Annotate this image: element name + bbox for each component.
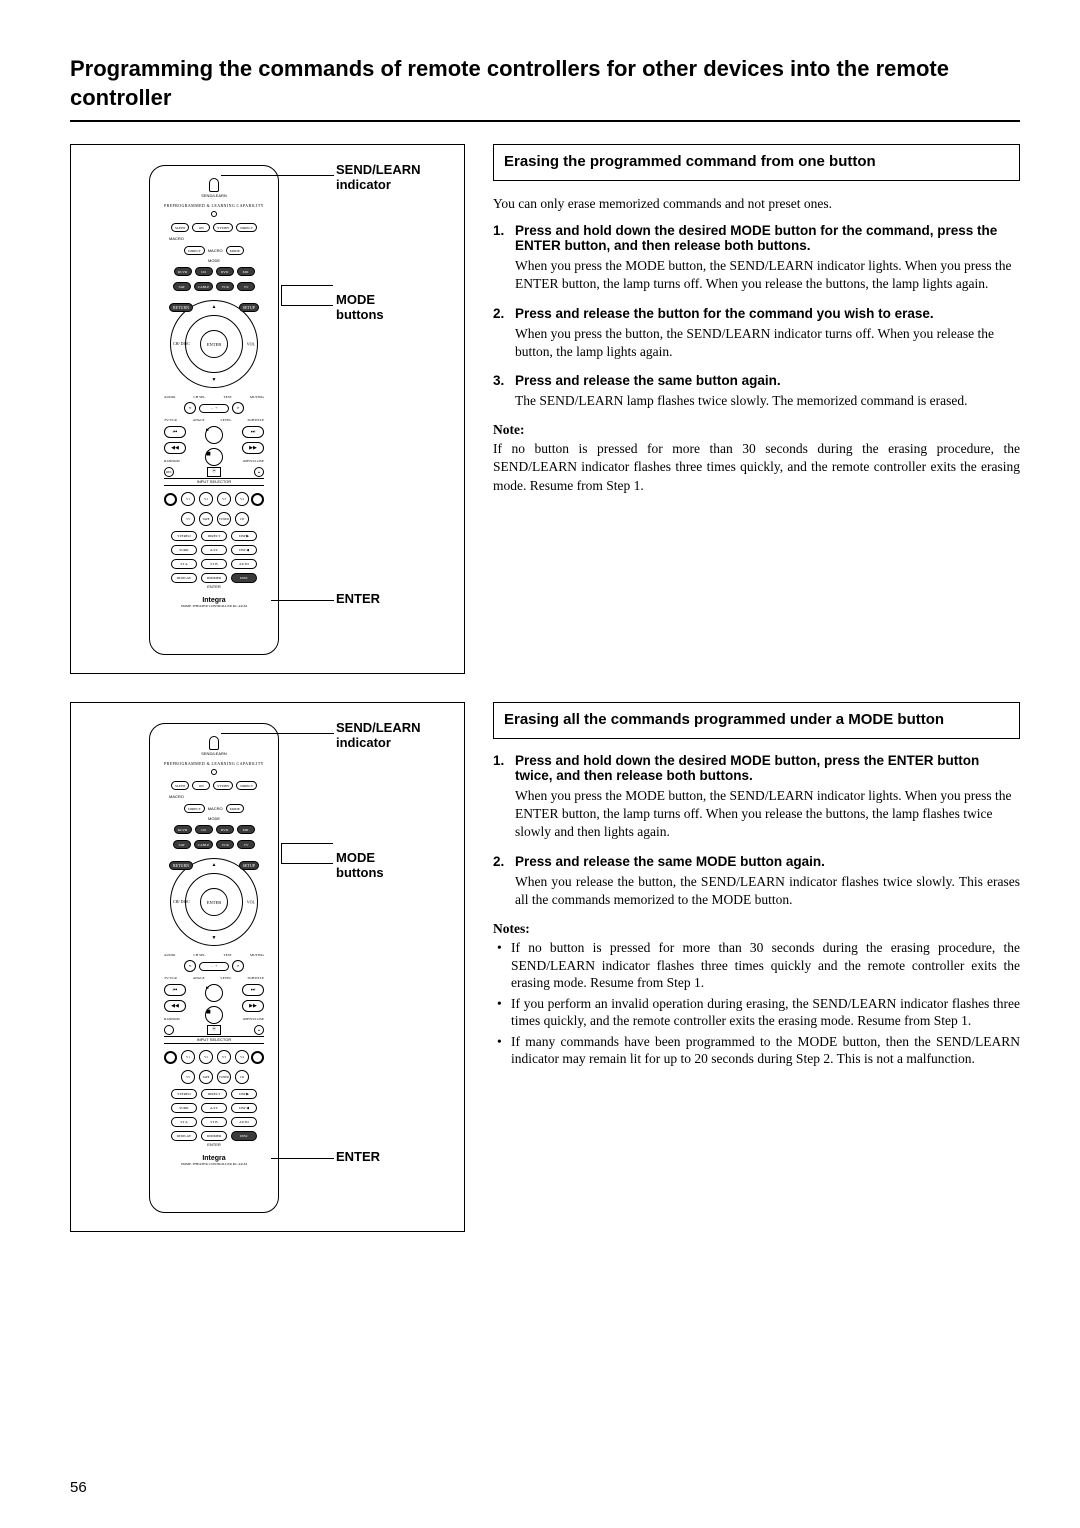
sel-dvd <box>164 493 177 506</box>
section-2: Erasing all the commands programmed unde… <box>493 702 1020 1232</box>
s2-step1-head: Press and hold down the desired MODE but… <box>515 753 1020 783</box>
arc-label: PREPROGRAMMED & LEARNING CAPABILITY <box>164 203 264 208</box>
led-icon <box>209 178 219 192</box>
return-btn: RETURN <box>169 303 193 312</box>
note-body: If no button is pressed for more than 30… <box>493 440 1020 495</box>
brand: Integra <box>202 597 225 604</box>
ch-disc-label: CH/ DISC <box>173 342 190 346</box>
mode-sat: SAT <box>173 282 191 291</box>
remote-outline-2: SEND/LEARN PREPROGRAMMED & LEARNING CAPA… <box>149 723 279 1213</box>
play-btn: ▶ <box>205 426 223 444</box>
direct-btn: DIRECT <box>236 223 257 232</box>
callout-send-learn-2: SEND/LEARN indicator <box>336 721 421 751</box>
diagram-box-2: SEND/LEARN PREPROGRAMMED & LEARNING CAPA… <box>70 702 465 1232</box>
macro-mode: MODE <box>226 246 244 255</box>
mode-cable: CABLE <box>194 282 213 291</box>
nav-ring: RETURN SETUP ENTER CH/ DISC VOL ▲ ▼ <box>170 300 258 388</box>
send-learn-label: SEND/LEARN <box>201 194 227 198</box>
s1-step2-head: Press and release the button for the com… <box>515 306 934 321</box>
section2-header: Erasing all the commands programmed unde… <box>493 702 1020 739</box>
mode-vcr: VCR <box>216 282 234 291</box>
rew-btn: ◀◀ <box>164 442 186 454</box>
s1-step3-body: The SEND/LEARN lamp flashes twice slowly… <box>515 392 1020 410</box>
enter-btn: ENTER <box>200 330 228 358</box>
bullet-1: If no button is pressed for more than 30… <box>511 939 1020 992</box>
callout-mode: MODE buttons <box>336 293 384 323</box>
mode-md: MD <box>237 267 255 276</box>
mode-dvd: DVD <box>216 267 234 276</box>
ff-btn: ▶▶ <box>242 442 264 454</box>
page-number: 56 <box>70 1479 87 1496</box>
s2-step1-body: When you press the MODE button, the SEND… <box>515 787 1020 842</box>
number-pad: STEREO DIRECT DSP ▶ SURR A.ST. DSP ◀ ST … <box>171 531 257 583</box>
stdby-btn: ST'DBY <box>213 223 233 232</box>
stop-btn: ■ <box>205 448 223 466</box>
s1-step2-body: When you press the button, the SEND/LEAR… <box>515 325 1020 361</box>
prev-btn: ⏮ <box>164 426 186 438</box>
brand-sub: HOME THEATER CONTROLLER RC-441M <box>181 604 247 608</box>
macro-direct: DIRECT <box>184 246 205 255</box>
s1-step1-head: Press and hold down the desired MODE but… <box>515 223 1020 253</box>
page-title: Programming the commands of remote contr… <box>70 55 1020 112</box>
bullet-2: If you perform an invalid operation duri… <box>511 995 1020 1030</box>
s1-step1-body: When you press the MODE button, the SEND… <box>515 257 1020 293</box>
row-2: SEND/LEARN PREPROGRAMMED & LEARNING CAPA… <box>70 702 1020 1232</box>
vol-label: VOL <box>247 342 255 347</box>
mode-rcvr: RCVR <box>174 267 192 276</box>
mode-cd: CD <box>195 267 213 276</box>
s2-step2-body: When you release the button, the SEND/LE… <box>515 873 1020 909</box>
mode-tv: TV <box>237 282 255 291</box>
s2-step2-head: Press and release the same MODE button a… <box>515 854 825 869</box>
note-label: Note: <box>493 422 1020 438</box>
next-btn: ⏭ <box>242 426 264 438</box>
diagram-box-1: SEND/LEARN PREPROGRAMMED & LEARNING CAPA… <box>70 144 465 674</box>
bullet-3: If many commands have been programmed to… <box>511 1033 1020 1068</box>
row-1: SEND/LEARN PREPROGRAMMED & LEARNING CAPA… <box>70 144 1020 674</box>
callout-enter: ENTER <box>336 592 380 607</box>
section1-intro: You can only erase memorized commands an… <box>493 195 1020 213</box>
callout-enter-2: ENTER <box>336 1150 380 1165</box>
on-btn: ON <box>192 223 210 232</box>
section1-header: Erasing the programmed command from one … <box>493 144 1020 181</box>
callout-mode-2: MODE buttons <box>336 851 384 881</box>
section-1: Erasing the programmed command from one … <box>493 144 1020 674</box>
remote-outline: SEND/LEARN PREPROGRAMMED & LEARNING CAPA… <box>149 165 279 655</box>
title-underline <box>70 120 1020 122</box>
s1-step3-head: Press and release the same button again. <box>515 373 781 388</box>
callout-send-learn: SEND/LEARN indicator <box>336 163 421 193</box>
notes-label: Notes: <box>493 921 1020 937</box>
setup-btn: SETUP <box>239 303 259 312</box>
sleep-btn: SLEEP <box>171 223 189 232</box>
